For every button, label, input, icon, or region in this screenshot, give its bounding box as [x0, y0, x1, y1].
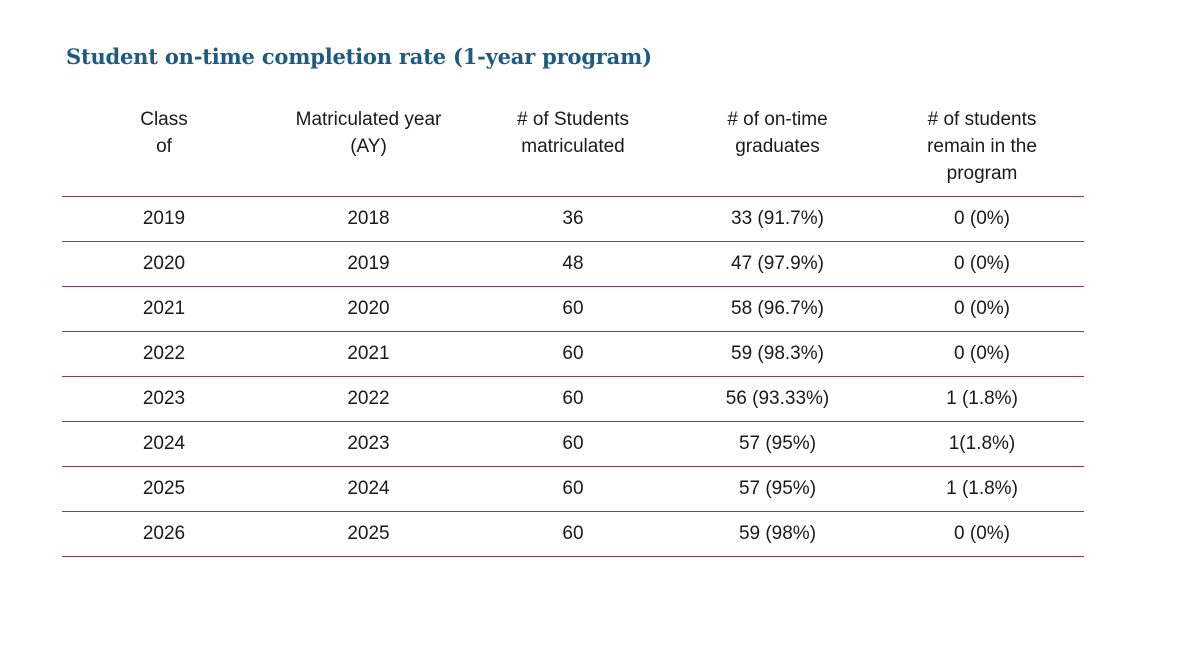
cell-on-time-graduates: 57 (95%): [675, 466, 880, 512]
header-line: graduates: [735, 136, 820, 157]
cell-on-time-graduates: 58 (96.7%): [675, 286, 880, 332]
header-students-matriculated: # of Students matriculated: [471, 106, 675, 197]
cell-class-of: 2022: [62, 331, 266, 377]
header-matriculated-year: Matriculated year (AY): [266, 106, 471, 197]
cell-matriculated-year: 2024: [266, 466, 471, 512]
cell-matriculated-year: 2022: [266, 376, 471, 422]
page-title: Student on-time completion rate (1-year …: [66, 44, 652, 69]
cell-students-remaining: 1 (1.8%): [880, 466, 1084, 512]
header-students-remaining: # of students remain in the program: [880, 106, 1084, 197]
cell-on-time-graduates: 59 (98.3%): [675, 331, 880, 377]
header-line: Class: [140, 109, 188, 130]
cell-on-time-graduates: 59 (98%): [675, 511, 880, 557]
cell-matriculated-year: 2019: [266, 241, 471, 287]
cell-students-remaining: 0 (0%): [880, 511, 1084, 557]
table-row: 2023 2022 60 56 (93.33%) 1 (1.8%): [62, 376, 1084, 422]
cell-students-matriculated: 60: [471, 421, 675, 467]
cell-students-remaining: 0 (0%): [880, 241, 1084, 287]
cell-on-time-graduates: 33 (91.7%): [675, 196, 880, 242]
table-row: 2019 2018 36 33 (91.7%) 0 (0%): [62, 196, 1084, 242]
table-row: 2020 2019 48 47 (97.9%) 0 (0%): [62, 241, 1084, 287]
header-line: Matriculated year: [295, 109, 442, 130]
completion-rate-table: Class of Matriculated year (AY) # of Stu…: [62, 106, 1084, 557]
cell-class-of: 2023: [62, 376, 266, 422]
cell-students-remaining: 0 (0%): [880, 286, 1084, 332]
table-header: Class of Matriculated year (AY) # of Stu…: [62, 106, 1084, 197]
cell-class-of: 2020: [62, 241, 266, 287]
cell-matriculated-year: 2025: [266, 511, 471, 557]
cell-class-of: 2024: [62, 421, 266, 467]
header-row: Class of Matriculated year (AY) # of Stu…: [62, 106, 1084, 197]
cell-students-matriculated: 60: [471, 466, 675, 512]
cell-students-matriculated: 36: [471, 196, 675, 242]
cell-students-matriculated: 48: [471, 241, 675, 287]
header-line: of: [156, 136, 172, 157]
cell-class-of: 2021: [62, 286, 266, 332]
cell-class-of: 2019: [62, 196, 266, 242]
table-row: 2024 2023 60 57 (95%) 1(1.8%): [62, 421, 1084, 467]
cell-class-of: 2025: [62, 466, 266, 512]
cell-class-of: 2026: [62, 511, 266, 557]
header-line: remain in the: [927, 136, 1037, 157]
table-row: 2022 2021 60 59 (98.3%) 0 (0%): [62, 331, 1084, 377]
header-line: (AY): [350, 136, 387, 157]
header-on-time-graduates: # of on-time graduates: [675, 106, 880, 197]
header-line: # of Students: [517, 109, 629, 130]
cell-students-remaining: 1(1.8%): [880, 421, 1084, 467]
cell-students-matriculated: 60: [471, 376, 675, 422]
cell-on-time-graduates: 56 (93.33%): [675, 376, 880, 422]
header-class-of: Class of: [62, 106, 266, 197]
header-line: # of on-time: [727, 109, 828, 130]
cell-matriculated-year: 2020: [266, 286, 471, 332]
cell-students-remaining: 1 (1.8%): [880, 376, 1084, 422]
header-line: program: [946, 163, 1018, 184]
header-line: # of students: [927, 109, 1037, 130]
cell-students-matriculated: 60: [471, 331, 675, 377]
table-row: 2025 2024 60 57 (95%) 1 (1.8%): [62, 466, 1084, 512]
cell-on-time-graduates: 57 (95%): [675, 421, 880, 467]
header-line: matriculated: [521, 136, 625, 157]
cell-matriculated-year: 2023: [266, 421, 471, 467]
table-row: 2021 2020 60 58 (96.7%) 0 (0%): [62, 286, 1084, 332]
table-body: 2019 2018 36 33 (91.7%) 0 (0%) 2020 2019…: [62, 196, 1084, 557]
cell-matriculated-year: 2018: [266, 196, 471, 242]
table-row: 2026 2025 60 59 (98%) 0 (0%): [62, 511, 1084, 557]
cell-students-remaining: 0 (0%): [880, 196, 1084, 242]
cell-on-time-graduates: 47 (97.9%): [675, 241, 880, 287]
cell-students-matriculated: 60: [471, 286, 675, 332]
cell-students-remaining: 0 (0%): [880, 331, 1084, 377]
cell-matriculated-year: 2021: [266, 331, 471, 377]
cell-students-matriculated: 60: [471, 511, 675, 557]
